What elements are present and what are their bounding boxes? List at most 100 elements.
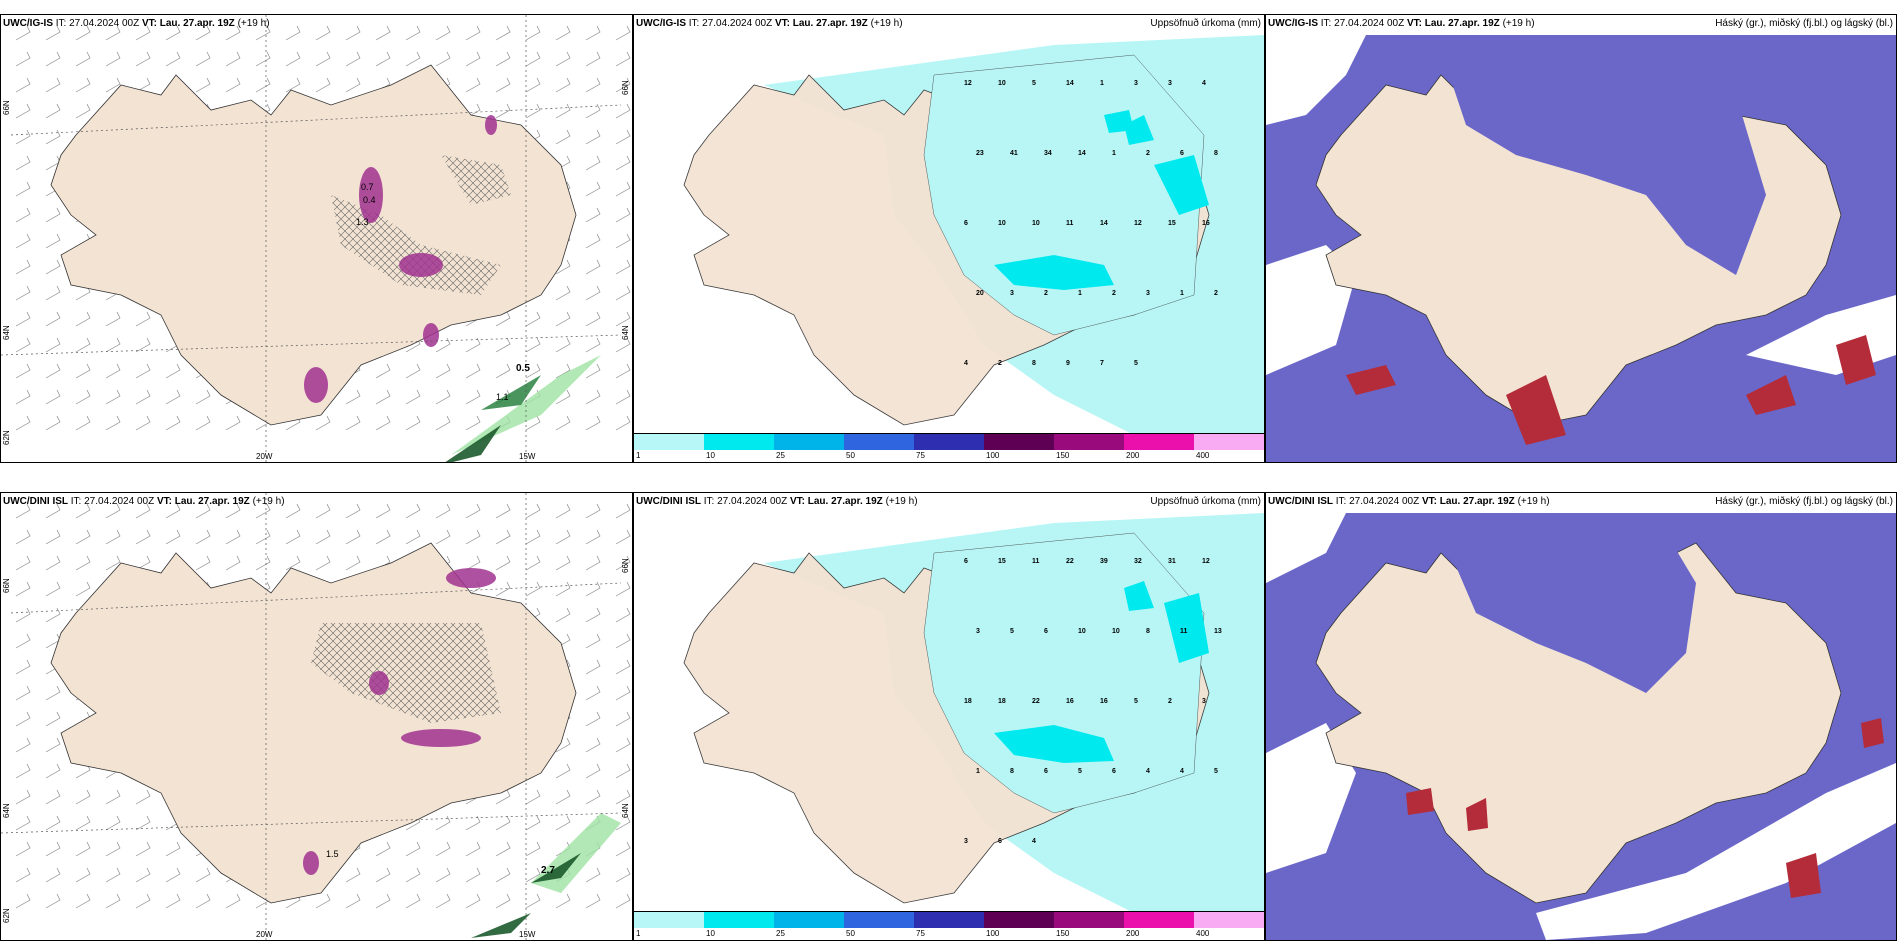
wind-barb	[15, 867, 31, 883]
wind-barb	[525, 25, 541, 41]
wind-barb	[345, 555, 361, 571]
wind-barb	[615, 337, 631, 353]
colorbar-segment	[1054, 912, 1125, 928]
axis-label: 64N	[621, 325, 630, 340]
wind-barb	[135, 51, 151, 67]
wind-barb	[525, 789, 541, 805]
wind-barb	[495, 789, 511, 805]
wind-barb	[15, 155, 31, 171]
wind-barb	[615, 259, 631, 275]
panel-header: UWC/DINI ISL IT: 27.04.2024 00Z VT: Lau.…	[1268, 496, 1550, 507]
colorbar-segment	[774, 912, 845, 928]
precip-number: 14	[1066, 80, 1074, 87]
precip-number: 3	[976, 628, 980, 635]
cloud-low-area	[1746, 375, 1796, 415]
wind-barb	[165, 841, 181, 857]
wind-barb	[45, 789, 61, 805]
wind-barb	[585, 737, 601, 753]
wind-barb	[615, 389, 631, 405]
purple-area	[399, 253, 443, 277]
precip-number: 23	[976, 150, 984, 157]
valid-label: VT:	[1421, 496, 1437, 507]
lead-time: (+19 h)	[870, 18, 903, 29]
colorbar-segment	[1194, 912, 1264, 928]
wind-barb	[315, 25, 331, 41]
wind-barb	[195, 51, 211, 67]
wind-barb	[435, 893, 451, 909]
wind-barb	[465, 841, 481, 857]
wind-barb	[75, 789, 91, 805]
precip-area-mid	[1104, 110, 1134, 133]
wind-barb	[135, 529, 151, 545]
precip-number: 3	[1146, 290, 1150, 297]
wind-barb	[615, 25, 631, 41]
wind-barb	[135, 337, 151, 353]
wind-barb	[135, 389, 151, 405]
wind-barb	[135, 415, 151, 431]
wind-barb	[225, 25, 241, 41]
issue-time-label: IT:	[688, 18, 700, 29]
wind-barb	[105, 867, 121, 883]
wind-barb	[555, 763, 571, 779]
axis-label: 20W	[256, 452, 273, 461]
green-wind-streak	[471, 913, 531, 938]
precip-number: 4	[1146, 768, 1150, 775]
panel-header: UWC/IG-IS IT: 27.04.2024 00Z VT: Lau. 27…	[1268, 18, 1535, 29]
wind-barb	[45, 415, 61, 431]
wind-barb	[585, 51, 601, 67]
wind-barb	[165, 415, 181, 431]
precip-number: 18	[964, 698, 972, 705]
axis-label: 66N	[2, 100, 11, 115]
contour-label: 1.1	[496, 392, 509, 402]
model-label: UWC/DINI ISL	[636, 496, 701, 507]
precip-number: 22	[1066, 558, 1074, 565]
wind-barb	[465, 555, 481, 571]
wind-barb	[615, 233, 631, 249]
colorbar-segment	[1054, 434, 1125, 450]
wind-barb	[225, 555, 241, 571]
wind-barb	[435, 503, 451, 519]
wind-barb	[45, 685, 61, 701]
wind-barb	[105, 77, 121, 93]
wind-barb	[615, 893, 631, 909]
wind-barb	[615, 207, 631, 223]
cloud-map-panel-row2: UWC/DINI ISL IT: 27.04.2024 00Z VT: Lau.…	[1265, 492, 1897, 941]
wind-barb	[615, 415, 631, 431]
valid-label: VT:	[156, 496, 172, 507]
wind-barb	[45, 77, 61, 93]
wind-barb	[615, 363, 631, 379]
wind-barb	[15, 893, 31, 909]
precip-number: 6	[1112, 768, 1116, 775]
wind-barb	[435, 815, 451, 831]
graticule	[1, 15, 622, 462]
wind-barb	[165, 51, 181, 67]
colorbar-tick-label: 50	[846, 929, 855, 938]
wind-barb	[615, 103, 631, 119]
wind-barb	[615, 311, 631, 327]
precip-number: 4	[964, 360, 968, 367]
wind-barb	[255, 25, 271, 41]
wind-barb	[465, 389, 481, 405]
wind-barb	[135, 789, 151, 805]
precip-area-mid	[994, 255, 1114, 290]
wind-barb	[555, 259, 571, 275]
wind-barb	[255, 77, 271, 93]
wind-barb	[45, 233, 61, 249]
wind-barb	[585, 763, 601, 779]
precip-number: 16	[1100, 698, 1108, 705]
colorbar-segment	[704, 434, 775, 450]
precip-number: 32	[1134, 558, 1142, 565]
valid-time: Lau. 27.apr. 19Z	[159, 18, 235, 29]
wind-barb	[495, 815, 511, 831]
wind-barb	[165, 363, 181, 379]
wind-barb	[135, 867, 151, 883]
axis-label: 15W	[519, 930, 536, 939]
purple-area	[485, 115, 497, 135]
wind-barb	[135, 815, 151, 831]
precip-number: 5	[1134, 698, 1138, 705]
wind-barb	[45, 893, 61, 909]
wind-barb	[75, 503, 91, 519]
wind-barb	[15, 129, 31, 145]
issue-time-label: IT:	[70, 496, 82, 507]
wind-barb	[45, 737, 61, 753]
